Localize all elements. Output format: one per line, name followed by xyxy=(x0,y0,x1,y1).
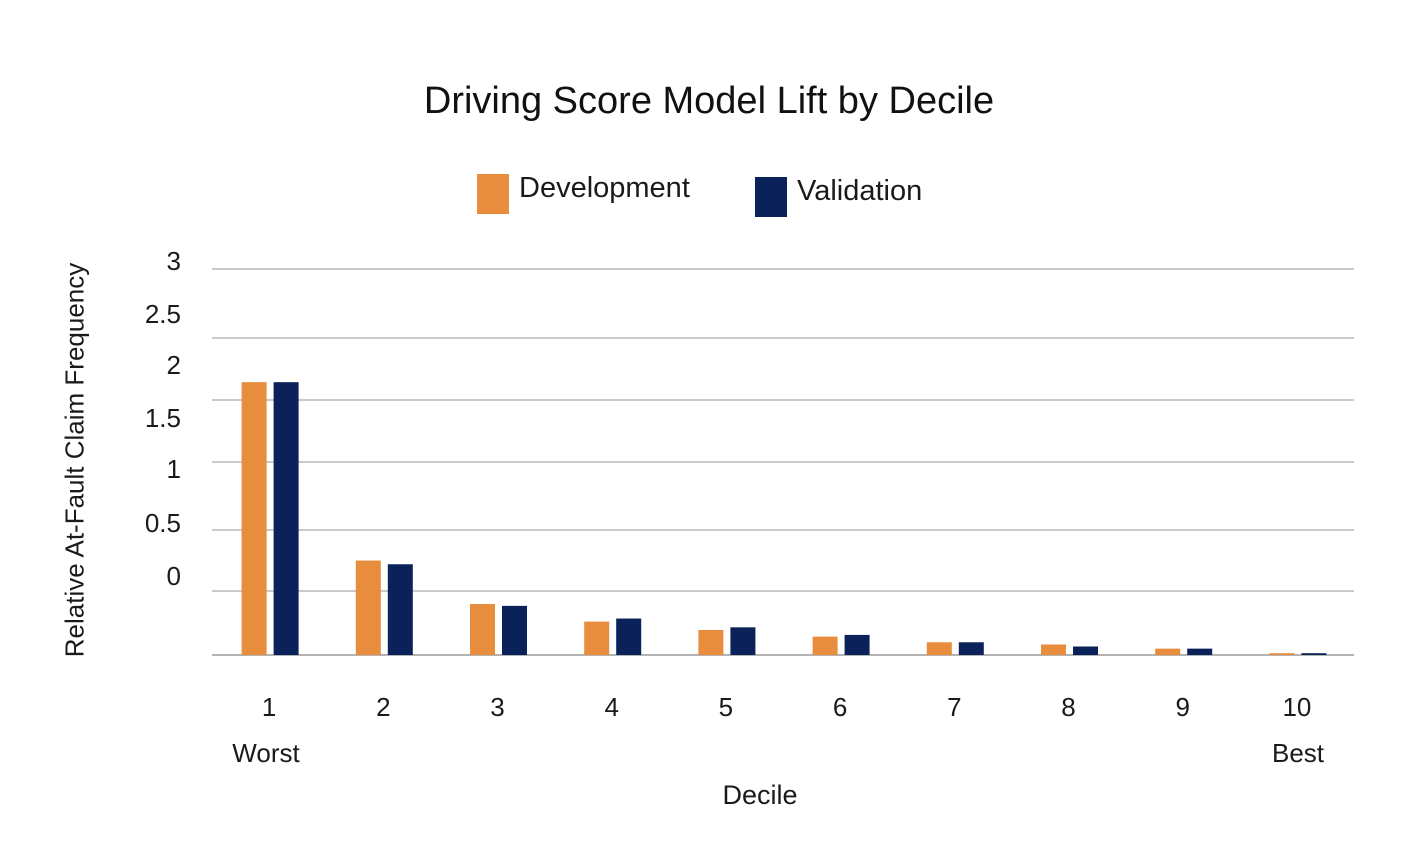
bar-development-decile-2 xyxy=(355,560,381,655)
y-tick-label: 2.5 xyxy=(145,299,181,329)
y-tick-label: 1.5 xyxy=(145,403,181,433)
bar-development-decile-5 xyxy=(698,629,724,655)
bar-validation-decile-4 xyxy=(616,618,642,655)
y-tick-label: 3 xyxy=(167,246,181,276)
bar-development-decile-3 xyxy=(470,604,495,655)
legend-swatch-development xyxy=(477,174,509,214)
bar-development-decile-6 xyxy=(812,636,838,655)
x-tick-label: 9 xyxy=(1175,692,1189,722)
x-tick-label: 3 xyxy=(490,692,504,722)
bar-validation-decile-1 xyxy=(273,382,299,655)
bar-development-decile-1 xyxy=(241,382,267,655)
bar-validation-decile-8 xyxy=(1073,646,1098,655)
legend-swatch-validation xyxy=(755,177,787,217)
x-tick-label: 6 xyxy=(833,692,847,722)
bar-validation-decile-2 xyxy=(387,564,413,655)
bar-validation-decile-10 xyxy=(1301,653,1327,655)
bar-validation-decile-6 xyxy=(844,634,870,655)
bar-validation-decile-9 xyxy=(1187,648,1213,655)
bar-development-decile-7 xyxy=(926,642,952,655)
bar-validation-decile-5 xyxy=(730,627,756,655)
x-tick-label: 1 xyxy=(262,692,276,722)
x-axis-label: Decile xyxy=(722,780,798,810)
chart-title: Driving Score Model Lift by Decile xyxy=(423,80,995,122)
first-decile-sublabel: Worst xyxy=(232,738,300,768)
x-tick-label: 5 xyxy=(719,692,733,722)
x-tick-label: 10 xyxy=(1282,692,1311,722)
x-tick-label: 4 xyxy=(604,692,618,722)
legend-label-validation: Validation xyxy=(797,175,923,207)
last-decile-sublabel: Best xyxy=(1271,738,1325,768)
bar-development-decile-4 xyxy=(584,621,610,655)
legend-label-development: Development xyxy=(519,172,690,204)
y-tick-label: 2 xyxy=(167,350,181,380)
x-tick-label: 2 xyxy=(376,692,390,722)
bar-development-decile-9 xyxy=(1155,648,1181,655)
y-tick-label: 1 xyxy=(167,454,181,484)
bar-development-decile-8 xyxy=(1041,644,1066,655)
y-tick-label: 0.5 xyxy=(145,508,181,538)
bar-validation-decile-7 xyxy=(958,642,984,655)
legend: Development Validation xyxy=(0,172,1418,217)
bar-validation-decile-3 xyxy=(502,605,527,655)
y-tick-label: 0 xyxy=(167,561,181,591)
bar-development-decile-10 xyxy=(1269,653,1295,655)
x-tick-label: 8 xyxy=(1061,692,1075,722)
x-tick-label: 7 xyxy=(947,692,961,722)
